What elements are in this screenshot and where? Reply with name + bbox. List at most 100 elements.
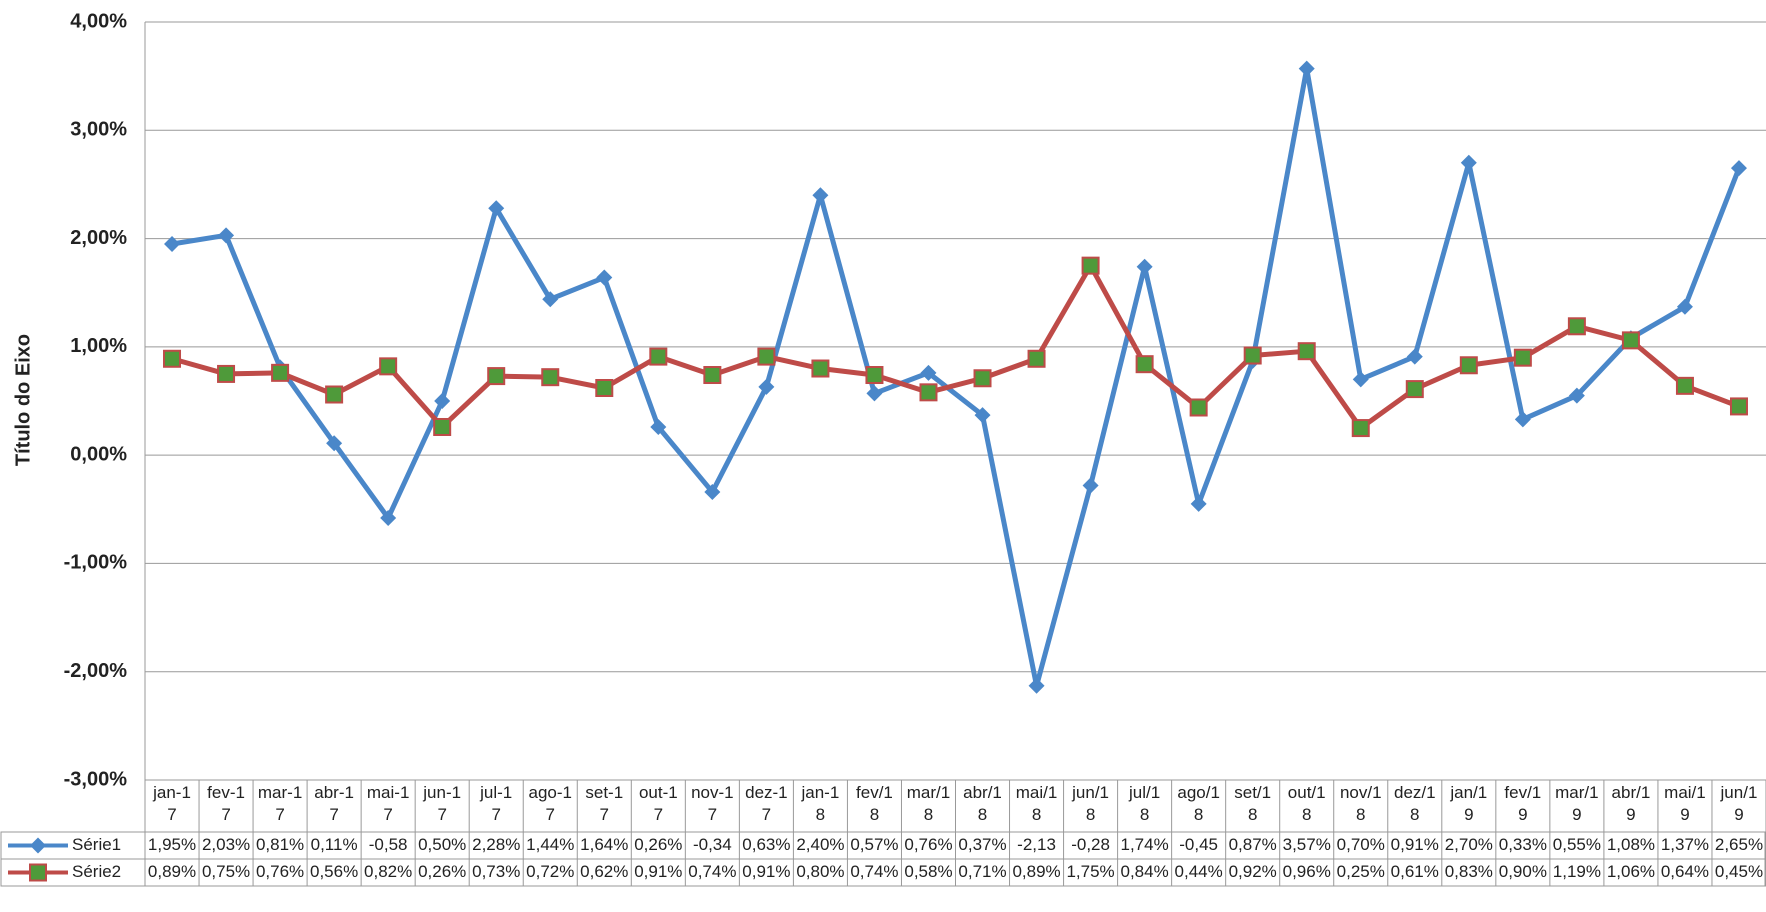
- x-tick-label: fev-1 7: [207, 783, 245, 824]
- point: [1514, 411, 1531, 428]
- data-label: 3,57%: [1283, 835, 1331, 854]
- data-label: 0,91%: [742, 862, 790, 881]
- point: [217, 364, 236, 383]
- y-tick-label: 3,00%: [70, 119, 127, 141]
- point: [1676, 298, 1693, 315]
- data-label: 0,26%: [418, 862, 466, 881]
- x-tick-label-part: abr/1: [1612, 783, 1651, 802]
- x-tick-label-part: jan-1: [152, 783, 191, 802]
- x-tick-label-part: 8: [1302, 805, 1311, 824]
- point: [1136, 258, 1153, 275]
- data-label: 0,64%: [1661, 862, 1709, 881]
- point: [1297, 342, 1316, 361]
- point: [1730, 160, 1747, 177]
- series-line: [171, 66, 1742, 689]
- y-tick-label: -3,00%: [64, 768, 128, 790]
- data-label: 0,44%: [1175, 862, 1223, 881]
- point: [379, 357, 398, 376]
- x-tick-label-part: 7: [329, 805, 338, 824]
- x-tick-label-part: jun/1: [1720, 783, 1758, 802]
- x-tick-label-part: 8: [1194, 805, 1203, 824]
- point: [919, 383, 938, 402]
- point: [271, 363, 290, 382]
- x-tick-label-part: 8: [1032, 805, 1041, 824]
- point: [434, 393, 451, 409]
- data-label: 0,82%: [364, 862, 412, 881]
- data-label: 0,25%: [1337, 862, 1385, 881]
- x-tick-label-part: abr/1: [963, 783, 1002, 802]
- point: [1459, 356, 1478, 375]
- data-label: 1,06%: [1607, 862, 1655, 881]
- legend-marker: [29, 863, 47, 882]
- x-tick-label-part: dez/1: [1394, 783, 1436, 802]
- x-tick-label-part: mai/1: [1016, 783, 1058, 802]
- data-label: 0,75%: [202, 862, 250, 881]
- x-tick-label: mar-1 7: [258, 783, 302, 824]
- x-tick-label: ago/1 8: [1177, 783, 1220, 824]
- x-tick-label-part: mar-1: [258, 783, 302, 802]
- x-tick-label: out/1 8: [1288, 783, 1326, 824]
- x-tick-label-part: 8: [1140, 805, 1149, 824]
- x-tick-label: ago-1 7: [529, 783, 572, 824]
- data-label: 0,57%: [850, 835, 898, 854]
- x-tick-label-part: 7: [546, 805, 555, 824]
- x-tick-label-part: 7: [708, 805, 717, 824]
- x-tick-label: jun-1 7: [422, 783, 461, 824]
- data-label: 1,64%: [580, 835, 628, 854]
- data-label: 0,37%: [958, 835, 1006, 854]
- x-tick-label-part: 7: [762, 805, 771, 824]
- x-tick-label-part: out-1: [639, 783, 678, 802]
- data-label: 2,28%: [472, 835, 520, 854]
- x-tick-label: jun/1 8: [1071, 783, 1109, 824]
- data-label: 0,56%: [310, 862, 358, 881]
- data-label: 0,91%: [1391, 835, 1439, 854]
- data-label: 2,40%: [796, 835, 844, 854]
- data-label: 0,83%: [1445, 862, 1493, 881]
- point: [380, 509, 397, 526]
- data-label: -2,13: [1017, 835, 1056, 854]
- data-label: 0,96%: [1283, 862, 1331, 881]
- x-tick-label: dez-1 7: [745, 783, 788, 824]
- data-label: -0,34: [693, 835, 732, 854]
- x-tick-label-part: jul-1: [479, 783, 512, 802]
- x-tick-label-part: 8: [816, 805, 825, 824]
- x-tick-label-part: 7: [275, 805, 284, 824]
- data-label: 2,70%: [1445, 835, 1493, 854]
- x-tick-label: abr/1 8: [963, 783, 1002, 824]
- data-label: 0,33%: [1499, 835, 1547, 854]
- data-label: 2,03%: [202, 835, 250, 854]
- point: [758, 378, 775, 395]
- legend-label: Série2: [72, 862, 121, 881]
- x-tick-label: fev/1 9: [1504, 783, 1541, 824]
- x-tick-label-part: mai/1: [1664, 783, 1706, 802]
- data-label: 1,19%: [1553, 862, 1601, 881]
- data-label: 0,50%: [418, 835, 466, 854]
- y-tick-label: 1,00%: [70, 335, 127, 357]
- point: [595, 379, 614, 398]
- point: [974, 407, 991, 424]
- data-label: 0,80%: [796, 862, 844, 881]
- data-label: 0,11%: [311, 835, 358, 854]
- data-label: -0,45: [1179, 835, 1218, 854]
- data-label: 0,84%: [1121, 862, 1169, 881]
- point: [542, 291, 559, 308]
- x-tick-label-part: 9: [1734, 805, 1743, 824]
- x-tick-label-part: jun/1: [1071, 783, 1109, 802]
- x-tick-label-part: mai-1: [367, 783, 410, 802]
- x-tick-label: abr-1 7: [314, 783, 354, 824]
- x-tick-label-part: 9: [1572, 805, 1581, 824]
- point: [163, 349, 182, 368]
- point: [1405, 380, 1424, 399]
- data-label: 0,73%: [472, 862, 520, 881]
- x-tick-label: mar/1 8: [907, 783, 950, 824]
- x-tick-label-part: ago-1: [529, 783, 572, 802]
- data-label: 1,75%: [1066, 862, 1114, 881]
- x-tick-label-part: nov/1: [1340, 783, 1382, 802]
- point: [1135, 355, 1154, 374]
- x-tick-label-part: jan/1: [1449, 783, 1487, 802]
- y-tick-label: -2,00%: [64, 660, 128, 682]
- data-label: 0,45%: [1715, 862, 1763, 881]
- data-label: 1,95%: [148, 835, 196, 854]
- point: [1189, 398, 1208, 417]
- x-tick-label: set-1 7: [585, 783, 623, 824]
